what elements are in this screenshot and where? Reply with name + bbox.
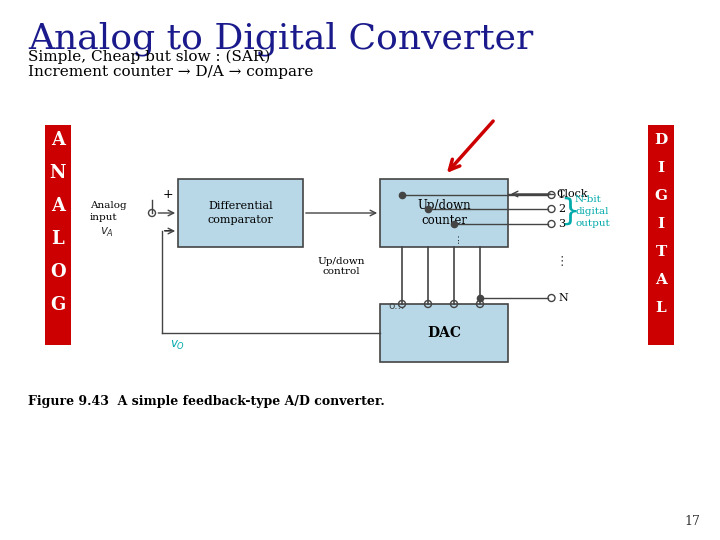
Text: digital: digital [575, 206, 608, 215]
Text: Analog: Analog [90, 201, 127, 211]
Text: Up/down: Up/down [318, 258, 365, 267]
Text: G: G [50, 296, 66, 314]
Text: O: O [50, 263, 66, 281]
Text: N: N [50, 164, 66, 182]
Text: G: G [654, 189, 667, 203]
Text: A: A [51, 197, 65, 215]
Text: Figure 9.43  A simple feedback-type A/D converter.: Figure 9.43 A simple feedback-type A/D c… [28, 395, 384, 408]
Text: 3: 3 [558, 219, 565, 229]
FancyBboxPatch shape [380, 304, 508, 362]
Text: o...: o... [388, 301, 405, 311]
Text: $v_A$: $v_A$ [100, 226, 114, 239]
Text: Clock: Clock [556, 189, 588, 199]
Text: Analog to Digital Converter: Analog to Digital Converter [28, 22, 534, 57]
Text: N: N [558, 293, 568, 303]
Text: −: − [163, 225, 174, 238]
FancyBboxPatch shape [45, 125, 71, 345]
FancyBboxPatch shape [648, 125, 674, 345]
Text: D: D [654, 133, 667, 147]
Text: ⋮: ⋮ [556, 254, 568, 267]
Text: T: T [655, 245, 667, 259]
Text: $v_O$: $v_O$ [170, 339, 185, 352]
Text: +: + [163, 188, 174, 201]
Text: control: control [323, 267, 360, 276]
Text: 1: 1 [558, 190, 565, 200]
FancyBboxPatch shape [178, 179, 303, 247]
Text: Simple, Cheap but slow : (SAR): Simple, Cheap but slow : (SAR) [28, 50, 271, 64]
Text: 2: 2 [558, 204, 565, 214]
Text: comparator: comparator [207, 215, 274, 225]
Text: Differential: Differential [208, 201, 273, 211]
Text: A: A [655, 273, 667, 287]
Text: L: L [52, 230, 64, 248]
Text: A: A [51, 131, 65, 149]
Text: I: I [657, 161, 665, 175]
Text: }: } [560, 197, 580, 226]
Text: Increment counter → D/A → compare: Increment counter → D/A → compare [28, 65, 313, 79]
Text: counter: counter [421, 213, 467, 226]
Text: ...: ... [451, 233, 461, 244]
Text: DAC: DAC [427, 326, 461, 340]
FancyBboxPatch shape [380, 179, 508, 247]
Text: N-bit: N-bit [575, 194, 602, 204]
Text: 17: 17 [684, 515, 700, 528]
Text: Up/down: Up/down [417, 199, 471, 213]
Text: I: I [657, 217, 665, 231]
Text: input: input [90, 213, 117, 221]
Text: L: L [656, 301, 667, 315]
Text: output: output [575, 219, 610, 227]
